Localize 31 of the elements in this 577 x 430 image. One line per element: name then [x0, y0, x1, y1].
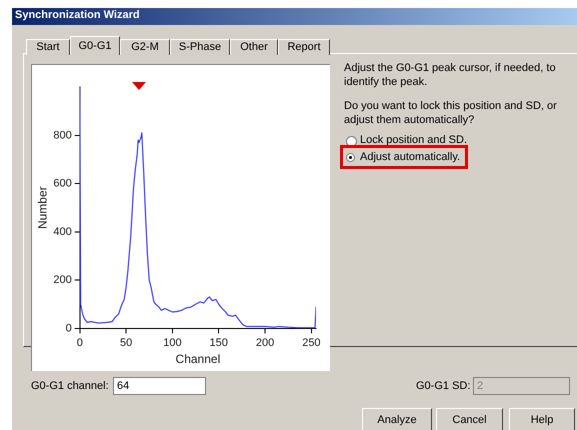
y-tick-label: 600: [53, 178, 72, 190]
text: Cancel: [436, 408, 503, 430]
x-axis-title: Channel: [176, 352, 220, 366]
text: G0-G1: [70, 36, 120, 55]
text: Report: [278, 39, 330, 55]
text: Start: [26, 39, 70, 55]
text: Lock position and SD.: [360, 134, 468, 146]
text: Adjust automatically.: [360, 151, 460, 163]
x-tick-label: 100: [163, 337, 182, 350]
text: G2-M: [120, 39, 170, 55]
text: Help: [509, 408, 575, 430]
text: 64: [113, 377, 206, 395]
text: Analyze: [362, 408, 432, 430]
text: Adjust the G0-G1 peak cursor, if needed, to identify the peak.: [344, 61, 557, 89]
text: 2: [473, 377, 570, 395]
x-tick-label: 200: [256, 337, 274, 350]
x-tick-label: 150: [210, 337, 228, 350]
text: Synchronization Wizard: [15, 9, 140, 21]
text: G0-G1 channel:: [31, 380, 109, 392]
text: Other: [230, 39, 278, 55]
y-tick-label: 200: [53, 274, 72, 286]
text: Do you want to lock this position and SD, or adjust them automatically?: [344, 99, 558, 127]
text: S-Phase: [170, 39, 230, 55]
x-tick-label: 250: [302, 337, 321, 350]
y-tick-label: 800: [53, 129, 72, 142]
x-tick-label: 0: [76, 337, 83, 350]
y-axis-title: Number: [36, 186, 50, 230]
y-tick-label: 0: [66, 322, 72, 334]
x-tick-label: 50: [120, 337, 132, 350]
text: G0-G1 SD:: [416, 380, 470, 392]
y-tick-label: 400: [53, 226, 72, 238]
